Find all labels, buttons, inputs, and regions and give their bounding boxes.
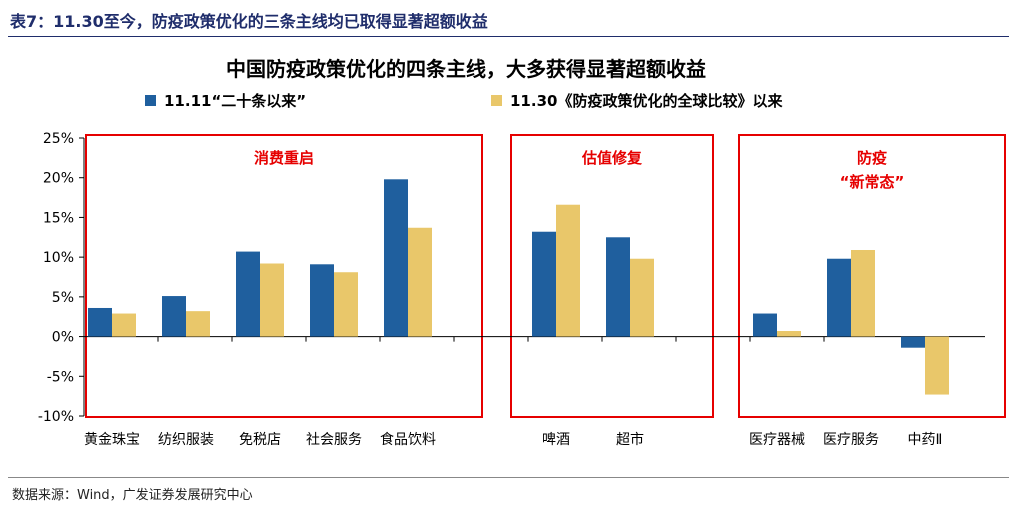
legend-swatch-2 xyxy=(491,95,502,106)
category-label: 纺织服装 xyxy=(158,432,214,448)
bar-s2-5 xyxy=(556,204,580,337)
category-label: 食品饮料 xyxy=(380,431,436,448)
category-label: 社会服务 xyxy=(306,432,362,448)
bar-s2-9 xyxy=(925,336,949,395)
bar-s1-4 xyxy=(384,179,408,337)
bar-s2-6 xyxy=(630,258,654,337)
data-source: 数据来源：Wind，广发证券发展研究中心 xyxy=(12,488,253,503)
bar-s1-1 xyxy=(162,296,186,337)
group-label-3: 防疫 xyxy=(857,149,887,167)
bar-s2-4 xyxy=(408,227,432,337)
bar-s2-7 xyxy=(777,331,801,337)
bar-s2-0 xyxy=(112,313,136,337)
chart-title: 中国防疫政策优化的四条主线，大多获得显著超额收益 xyxy=(226,57,706,81)
bar-s1-5 xyxy=(532,231,556,337)
y-tick-label: 25% xyxy=(43,131,74,147)
category-label: 免税店 xyxy=(239,432,281,448)
group-box-1 xyxy=(85,134,483,418)
bar-s1-0 xyxy=(88,307,112,337)
legend-label-1: 11.11“二十条以来” xyxy=(164,92,306,110)
y-tick-label: 20% xyxy=(43,171,74,187)
category-label: 啤酒 xyxy=(542,432,570,448)
group-box-3 xyxy=(738,134,1006,418)
category-label: 医疗器械 xyxy=(749,432,805,448)
group-label-1: 消费重启 xyxy=(254,149,314,167)
bar-s1-6 xyxy=(606,237,630,337)
y-tick-label: 5% xyxy=(52,290,74,306)
footer-rule xyxy=(8,477,1009,478)
bar-s2-8 xyxy=(851,249,875,337)
y-tick-label: 15% xyxy=(43,210,74,226)
category-label: 医疗服务 xyxy=(823,432,879,448)
bar-s1-8 xyxy=(827,258,851,337)
bar-s1-7 xyxy=(753,313,777,337)
y-tick-label: 0% xyxy=(52,330,74,346)
group-box-2 xyxy=(510,134,714,418)
caption-rule xyxy=(8,36,1009,37)
bar-s2-2 xyxy=(260,263,284,337)
category-label: 超市 xyxy=(616,431,644,448)
bar-s1-9 xyxy=(901,336,925,348)
bar-s1-2 xyxy=(236,251,260,337)
y-tick-label: -5% xyxy=(47,369,74,385)
y-tick-label: -10% xyxy=(38,409,74,425)
y-tick-label: 10% xyxy=(43,250,74,266)
group-label-3: “新常态” xyxy=(840,173,905,191)
legend-swatch-1 xyxy=(145,95,156,106)
bar-s2-3 xyxy=(334,272,358,337)
bar-s2-1 xyxy=(186,311,210,337)
category-label: 中药Ⅱ xyxy=(908,432,943,448)
category-label: 黄金珠宝 xyxy=(84,431,140,448)
table-caption: 表7：11.30至今，防疫政策优化的三条主线均已取得显著超额收益 xyxy=(10,12,488,31)
legend-label-2: 11.30《防疫政策优化的全球比较》以来 xyxy=(510,92,783,110)
bar-s1-3 xyxy=(310,264,334,337)
group-label-2: 估值修复 xyxy=(581,149,643,167)
